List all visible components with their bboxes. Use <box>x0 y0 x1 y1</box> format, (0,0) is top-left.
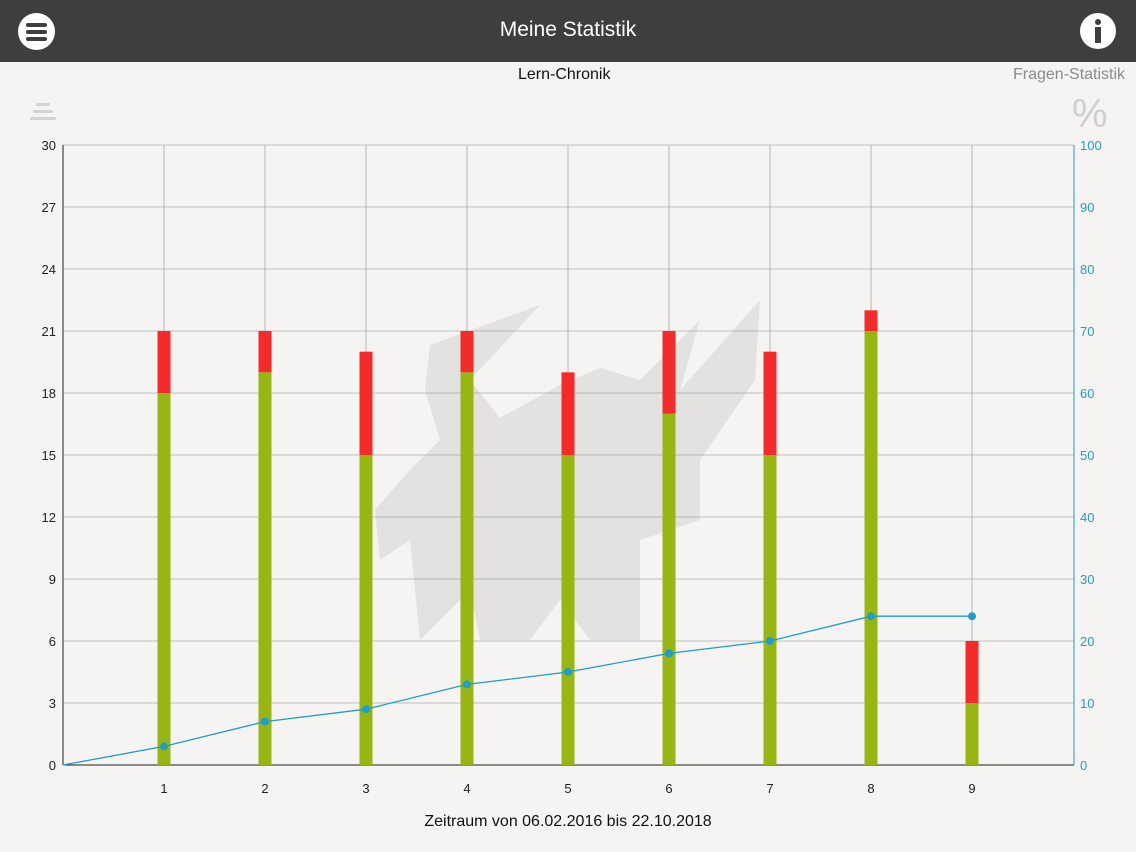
x-tick-label: 8 <box>867 781 874 796</box>
list-icon[interactable] <box>30 103 56 123</box>
bar-correct <box>864 331 878 765</box>
progress-point <box>564 668 572 676</box>
bar-wrong <box>460 331 474 373</box>
tab-lern-chronik[interactable]: Lern-Chronik <box>518 66 611 83</box>
progress-line <box>62 615 972 766</box>
y-tick-right: 20 <box>1080 634 1094 649</box>
page-title: Meine Statistik <box>499 18 637 41</box>
y-tick-left: 12 <box>42 510 56 525</box>
progress-point <box>968 612 976 621</box>
bar-correct <box>359 455 373 765</box>
menu-icon[interactable] <box>18 13 55 50</box>
bar-wrong <box>561 372 575 455</box>
x-tick-label: 3 <box>362 781 369 796</box>
bar-correct <box>258 372 272 765</box>
progress-point <box>463 680 471 689</box>
progress-point <box>766 637 774 645</box>
progress-point <box>160 742 168 751</box>
y-tick-left: 3 <box>49 696 56 711</box>
y-tick-right: 30 <box>1080 572 1094 587</box>
y-tick-left: 21 <box>42 324 56 339</box>
y-tick-right: 80 <box>1080 262 1094 277</box>
bar-wrong <box>763 351 777 455</box>
bar-wrong <box>258 331 272 373</box>
bar-correct <box>460 372 474 765</box>
bar-correct <box>662 413 676 765</box>
y-tick-right: 70 <box>1080 324 1094 339</box>
y-tick-right: 10 <box>1080 696 1094 711</box>
percent-icon[interactable]: % <box>1072 92 1108 136</box>
date-range-caption: Zeitraum von 06.02.2016 bis 22.10.2018 <box>424 813 712 830</box>
y-tick-right: 40 <box>1080 510 1094 525</box>
y-tick-right: 100 <box>1080 138 1102 153</box>
bar-wrong <box>662 331 676 414</box>
y-tick-left: 9 <box>49 572 56 587</box>
y-tick-left: 24 <box>42 262 56 277</box>
x-tick-label: 2 <box>261 781 268 796</box>
y-tick-left: 18 <box>42 386 56 401</box>
y-tick-left: 6 <box>49 634 56 649</box>
y-tick-left: 0 <box>49 758 56 773</box>
bar-correct <box>965 703 979 765</box>
x-tick-label: 7 <box>766 781 773 796</box>
bar-correct <box>763 455 777 765</box>
x-tick-label: 5 <box>564 781 571 796</box>
y-tick-right: 60 <box>1080 386 1094 401</box>
y-tick-left: 27 <box>42 200 56 215</box>
y-tick-right: 0 <box>1080 758 1087 773</box>
y-tick-left: 30 <box>42 138 56 153</box>
x-tick-label: 9 <box>968 781 975 796</box>
x-tick-label: 4 <box>463 781 470 796</box>
y-tick-right: 50 <box>1080 448 1094 463</box>
progress-point <box>261 717 269 726</box>
bar-correct <box>157 393 171 765</box>
tab-fragen-statistik[interactable]: Fragen-Statistik <box>1013 66 1126 83</box>
info-icon[interactable] <box>1080 13 1116 49</box>
bar-wrong <box>864 310 878 331</box>
progress-point <box>665 649 673 658</box>
bar-wrong <box>359 351 373 455</box>
progress-point <box>867 612 875 621</box>
progress-point <box>362 705 370 714</box>
bar-correct <box>561 455 575 765</box>
x-tick-label: 1 <box>160 781 167 796</box>
bar-wrong <box>965 641 979 703</box>
app-header: Meine Statistik <box>0 0 1136 62</box>
y-tick-right: 90 <box>1080 200 1094 215</box>
y-tick-left: 15 <box>42 448 56 463</box>
bar-wrong <box>157 331 171 393</box>
x-tick-label: 6 <box>665 781 672 796</box>
